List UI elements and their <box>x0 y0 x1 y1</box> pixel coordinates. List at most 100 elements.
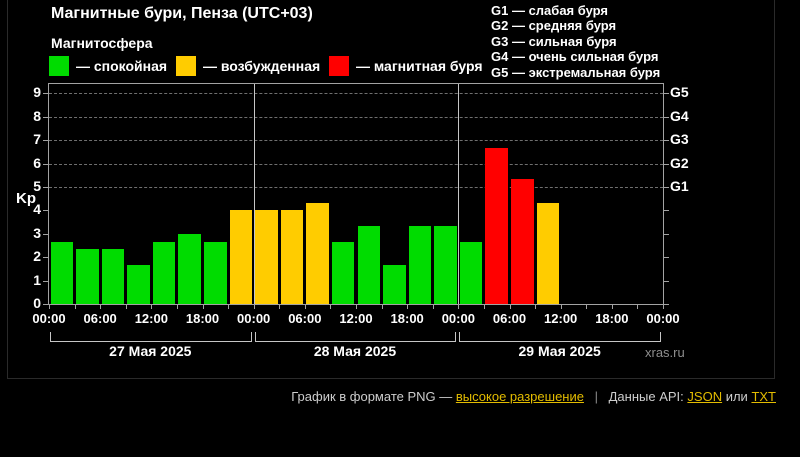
kp-axis-tick <box>43 280 48 282</box>
time-label: 00:00 <box>32 311 66 326</box>
time-tick <box>356 304 357 309</box>
legend-label-storm: — магнитная буря <box>356 58 483 74</box>
kp-gridline <box>49 186 663 188</box>
kp-axis-label: 1 <box>33 271 41 288</box>
legend-label-quiet: — спокойная <box>76 58 168 74</box>
legend-swatch-quiet-icon <box>49 56 69 76</box>
g-axis-tick <box>663 163 669 165</box>
kp-axis-label: 3 <box>33 224 41 241</box>
kp-axis-tick <box>43 257 48 259</box>
kp-axis-label: 4 <box>33 201 41 218</box>
g-axis-tick <box>663 280 669 282</box>
kp-axis-label: 9 <box>33 84 41 101</box>
g-axis-label: G1 <box>670 177 689 194</box>
g-axis-tick <box>663 140 669 142</box>
time-label: 18:00 <box>595 311 629 326</box>
g-axis-label: G5 <box>670 84 689 101</box>
chart-panel: Магнитные бури, Пенза (UTC+03) Магнитосф… <box>7 0 775 379</box>
txt-link[interactable]: TXT <box>751 389 776 404</box>
kp-axis-tick <box>43 210 48 212</box>
kp-gridline <box>49 163 663 165</box>
legend-item-excited: — возбужденная <box>176 56 320 76</box>
time-tick <box>304 304 306 309</box>
time-tick <box>663 304 664 309</box>
time-label: 06:00 <box>492 311 527 326</box>
kp-axis-label: 6 <box>33 154 41 171</box>
time-tick <box>432 304 434 309</box>
day-label: 29 Мая 2025 <box>518 343 601 359</box>
time-label: 06:00 <box>288 311 322 326</box>
kp-bar <box>357 226 381 304</box>
time-tick <box>330 304 332 309</box>
time-tick <box>49 304 50 309</box>
time-tick <box>279 304 281 309</box>
time-label: 18:00 <box>390 311 424 326</box>
kp-axis-tick <box>43 233 48 235</box>
g-axis-tick <box>663 93 669 95</box>
time-tick <box>202 304 204 309</box>
time-tick <box>560 304 562 309</box>
hires-link[interactable]: высокое разрешение <box>455 389 584 404</box>
g-axis-label: G2 <box>670 154 689 171</box>
time-tick <box>483 304 485 309</box>
chart-title: Магнитные бури, Пенза (UTC+03) <box>51 5 313 22</box>
storm-scale-g3: G3 — сильная буря <box>491 33 617 49</box>
g-axis-label: G4 <box>670 107 689 124</box>
day-brace <box>254 332 457 342</box>
time-tick <box>637 304 639 309</box>
kp-axis-tick <box>43 304 48 305</box>
time-tick <box>407 304 409 309</box>
g-axis-tick <box>663 210 669 212</box>
kp-bar <box>280 210 304 304</box>
kp-bar <box>485 147 508 304</box>
kp-bar <box>178 233 201 304</box>
g-axis-tick <box>663 257 669 259</box>
g-axis-tick <box>663 186 669 188</box>
kp-bar <box>255 210 278 304</box>
footer-text-or: или <box>725 389 748 404</box>
g-axis-tick <box>663 304 669 305</box>
g-axis-label: G3 <box>670 131 689 148</box>
legend-label-excited: — возбужденная <box>203 58 321 74</box>
time-tick <box>176 304 178 309</box>
storm-scale-g5: G5 — экстремальная буря <box>491 64 661 80</box>
time-tick <box>100 304 102 309</box>
time-tick <box>509 304 511 309</box>
kp-bar <box>306 202 329 304</box>
kp-bar <box>229 210 253 304</box>
time-label: 00:00 <box>237 311 271 326</box>
day-brace <box>50 332 252 342</box>
time-label: 12:00 <box>339 311 373 326</box>
time-tick <box>458 304 460 309</box>
time-tick <box>586 304 588 309</box>
kp-axis-label: 8 <box>33 107 41 124</box>
kp-bar <box>511 179 534 304</box>
chart-subtitle: Магнитосфера <box>51 35 153 51</box>
time-tick <box>535 304 537 309</box>
time-tick <box>125 304 127 309</box>
kp-axis-tick <box>43 93 48 95</box>
kp-axis-tick <box>43 186 48 188</box>
kp-gridline <box>49 116 663 118</box>
kp-bar <box>76 249 99 304</box>
kp-axis-label: 5 <box>33 177 41 194</box>
json-link[interactable]: JSON <box>687 389 723 404</box>
legend-item-quiet: — спокойная <box>49 56 167 76</box>
storm-scale-g2: G2 — средняя буря <box>491 18 617 34</box>
kp-gridline <box>49 93 663 95</box>
storm-scale-g1: G1 — слабая буря <box>491 3 609 18</box>
footer-separator: | <box>594 389 598 404</box>
time-label: 12:00 <box>544 311 578 326</box>
kp-axis-tick <box>43 163 48 165</box>
kp-bar <box>331 241 355 304</box>
time-label: 18:00 <box>185 311 220 326</box>
time-label: 12:00 <box>134 311 168 326</box>
day-brace <box>459 332 661 342</box>
kp-bar <box>536 202 560 304</box>
kp-bar <box>459 241 483 304</box>
kp-axis-tick <box>43 116 48 118</box>
footer-text-png: График в формате PNG — <box>291 389 453 404</box>
day-separator <box>458 84 460 304</box>
time-label: 00:00 <box>646 311 680 326</box>
